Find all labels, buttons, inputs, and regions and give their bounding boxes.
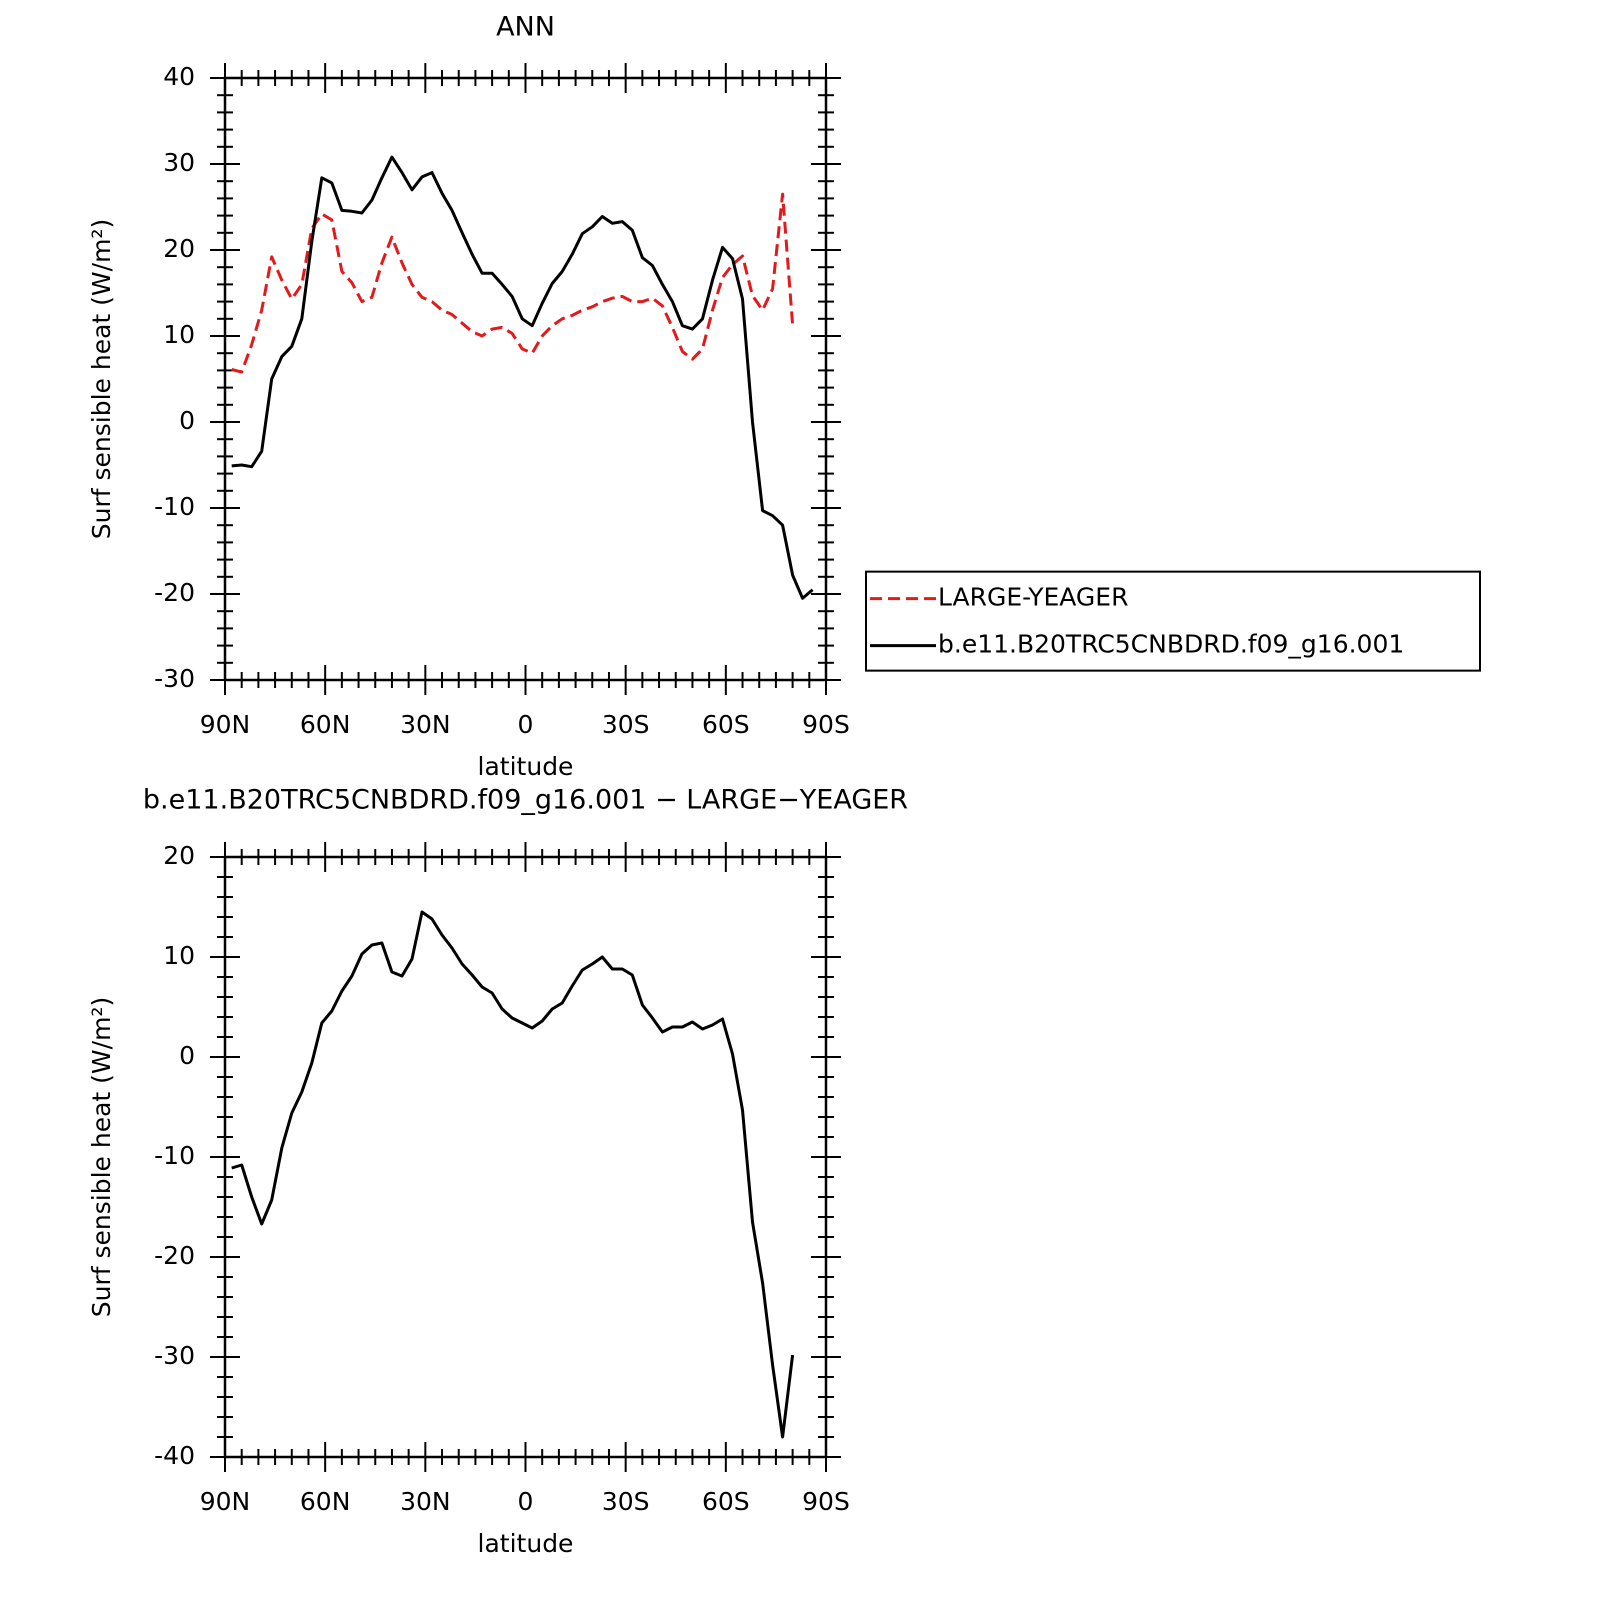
x-tick-label: 0 bbox=[518, 710, 534, 739]
data-line bbox=[231, 155, 814, 600]
y-tick-label: -30 bbox=[154, 1341, 195, 1370]
y-tick-label: -10 bbox=[154, 492, 195, 521]
x-tick-label: 0 bbox=[518, 1487, 534, 1516]
x-tick-label: 60N bbox=[300, 710, 351, 739]
data-line bbox=[231, 192, 795, 374]
x-tick-label: 30N bbox=[400, 1487, 451, 1516]
chart-title: b.e11.B20TRC5CNBDRD.f09_g16.001 − LARGE−… bbox=[143, 785, 908, 816]
legend-label: LARGE-YEAGER bbox=[938, 583, 1128, 612]
y-tick-label: 20 bbox=[163, 234, 195, 263]
y-tick-label: 0 bbox=[179, 406, 195, 435]
y-tick-label: 30 bbox=[163, 148, 195, 177]
x-tick-label: 30S bbox=[602, 710, 650, 739]
y-tick-label: 10 bbox=[163, 941, 195, 970]
x-axis-label: latitude bbox=[478, 752, 574, 781]
x-tick-label: 90N bbox=[200, 1487, 251, 1516]
x-tick-label: 90N bbox=[200, 710, 251, 739]
x-tick-label: 60N bbox=[300, 1487, 351, 1516]
x-tick-label: 30S bbox=[602, 1487, 650, 1516]
y-tick-label: -20 bbox=[154, 578, 195, 607]
y-tick-label: 20 bbox=[163, 841, 195, 870]
y-axis-label: Surf sensible heat (W/m²) bbox=[87, 997, 116, 1317]
x-tick-label: 90S bbox=[802, 710, 850, 739]
y-tick-label: 40 bbox=[163, 62, 195, 91]
y-axis-label: Surf sensible heat (W/m²) bbox=[87, 219, 116, 539]
y-tick-label: 0 bbox=[179, 1041, 195, 1070]
y-tick-label: -20 bbox=[154, 1241, 195, 1270]
legend-box bbox=[865, 570, 1481, 672]
y-tick-label: -30 bbox=[154, 664, 195, 693]
y-tick-label: -40 bbox=[154, 1441, 195, 1470]
x-tick-label: 30N bbox=[400, 710, 451, 739]
plot-frame bbox=[223, 855, 828, 1459]
chart-title: ANN bbox=[496, 12, 555, 43]
plot-frame bbox=[223, 76, 828, 682]
legend-label: b.e11.B20TRC5CNBDRD.f09_g16.001 bbox=[938, 630, 1404, 659]
y-tick-label: 10 bbox=[163, 320, 195, 349]
x-tick-label: 90S bbox=[802, 1487, 850, 1516]
x-tick-label: 60S bbox=[702, 1487, 750, 1516]
x-tick-label: 60S bbox=[702, 710, 750, 739]
x-axis-label: latitude bbox=[478, 1529, 574, 1558]
y-tick-label: -10 bbox=[154, 1141, 195, 1170]
data-line bbox=[231, 910, 795, 1439]
